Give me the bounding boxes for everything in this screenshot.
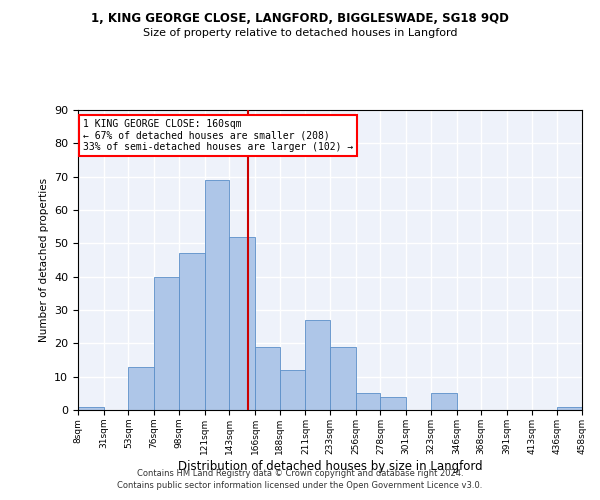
Bar (179, 254, 205, 410)
Bar (305, 320, 330, 410)
Bar (356, 394, 380, 410)
Y-axis label: Number of detached properties: Number of detached properties (38, 178, 49, 342)
Bar (78, 406, 104, 410)
Text: Contains public sector information licensed under the Open Government Licence v3: Contains public sector information licen… (118, 481, 482, 490)
Bar (380, 396, 406, 410)
Bar (330, 346, 356, 410)
Text: 1, KING GEORGE CLOSE, LANGFORD, BIGGLESWADE, SG18 9QD: 1, KING GEORGE CLOSE, LANGFORD, BIGGLESW… (91, 12, 509, 26)
Bar (431, 394, 457, 410)
Text: Size of property relative to detached houses in Langford: Size of property relative to detached ho… (143, 28, 457, 38)
X-axis label: Distribution of detached houses by size in Langford: Distribution of detached houses by size … (178, 460, 482, 472)
Bar (255, 346, 280, 410)
Bar (128, 366, 154, 410)
Bar (154, 276, 179, 410)
Text: 1 KING GEORGE CLOSE: 160sqm
← 67% of detached houses are smaller (208)
33% of se: 1 KING GEORGE CLOSE: 160sqm ← 67% of det… (83, 119, 353, 152)
Text: Contains HM Land Registry data © Crown copyright and database right 2024.: Contains HM Land Registry data © Crown c… (137, 468, 463, 477)
Bar (280, 370, 305, 410)
Bar (205, 180, 229, 410)
Bar (557, 406, 582, 410)
Bar (229, 236, 255, 410)
